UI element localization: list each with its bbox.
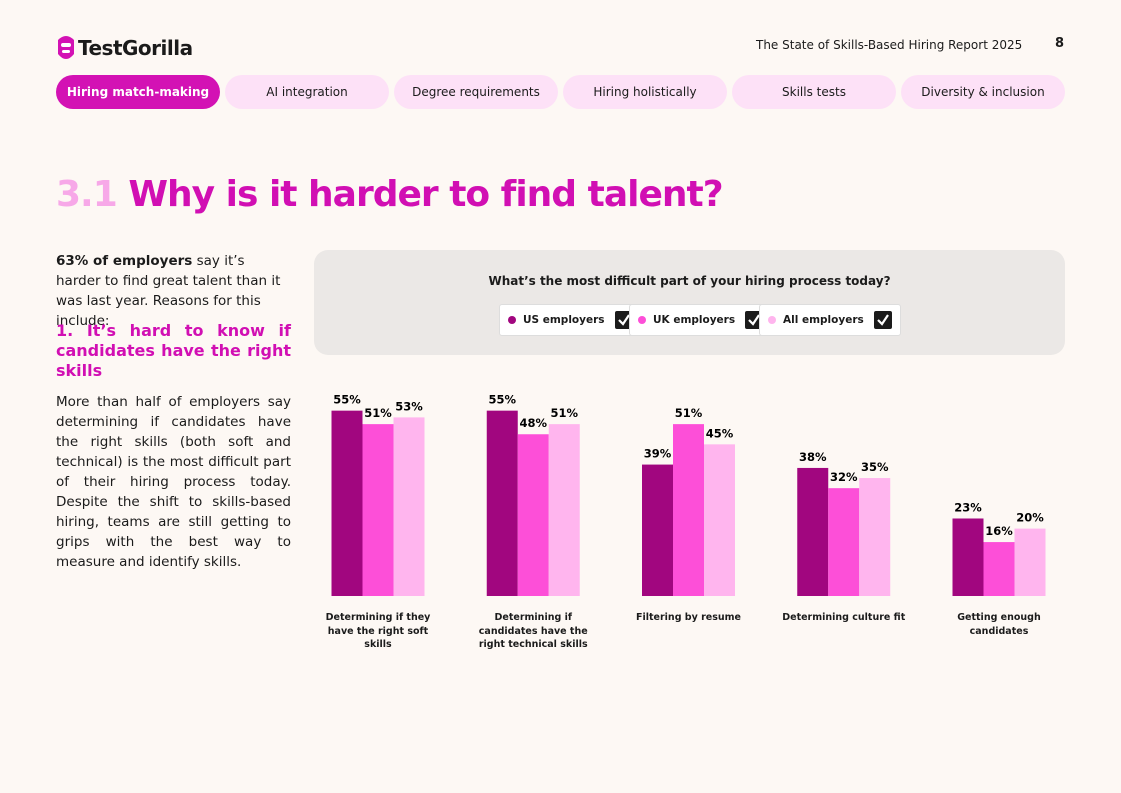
subheading: 1. It’s hard to know if candidates have …	[56, 321, 291, 380]
chart-title: What’s the most difficult part of your h…	[488, 274, 891, 288]
value-label: 55%	[488, 393, 516, 407]
legend-checkbox	[745, 311, 764, 329]
check-icon	[617, 314, 630, 326]
value-label: 51%	[550, 406, 578, 420]
value-label: 45%	[706, 426, 734, 440]
value-label: 35%	[861, 460, 889, 474]
legend-swatch	[508, 316, 516, 324]
x-tick-label: Determining if candidates have the right…	[478, 612, 588, 650]
check-icon	[876, 314, 889, 326]
value-label: 51%	[675, 406, 703, 420]
value-label: 51%	[364, 406, 392, 420]
intro: 63% of employers say it’s harder to find…	[56, 251, 291, 331]
bar	[393, 417, 425, 596]
bar	[642, 464, 673, 596]
tab[interactable]: Skills tests	[732, 75, 896, 109]
legend-item[interactable]: UK employers	[629, 304, 773, 336]
bar	[797, 467, 829, 596]
value-label: 39%	[644, 447, 672, 461]
legend-swatch	[768, 316, 776, 324]
tab[interactable]: Degree requirements	[394, 75, 558, 109]
bar	[1014, 528, 1046, 596]
x-tick-label: Filtering by resume	[636, 612, 741, 623]
page-number: 8	[1055, 36, 1065, 51]
bar	[859, 478, 891, 596]
legend-item[interactable]: US employers	[499, 304, 642, 336]
intro-text: say it’s harder to find great talent tha…	[56, 253, 281, 329]
bar	[952, 518, 984, 596]
bar	[704, 444, 735, 596]
legend-label: All employers	[783, 314, 864, 326]
value-label: 16%	[985, 524, 1013, 538]
bar	[983, 542, 1015, 596]
bar	[517, 434, 549, 596]
intro-bold: 63% of employers	[56, 253, 193, 269]
tab[interactable]: Diversity & inclusion	[901, 75, 1065, 109]
bar	[828, 488, 860, 596]
value-label: 55%	[333, 393, 361, 407]
section-number: 3.1	[56, 174, 118, 215]
bar	[362, 424, 394, 596]
value-label: 48%	[519, 416, 547, 430]
body-text: More than half of employers say determin…	[56, 394, 291, 570]
legend-item[interactable]: All employers	[759, 304, 901, 336]
x-tick-label: Determining culture fit	[782, 612, 906, 623]
value-label: 23%	[954, 500, 982, 514]
bar	[673, 424, 704, 596]
section-heading: 3.1 Why is it harder to find talent?	[56, 174, 724, 215]
legend-checkbox	[614, 311, 633, 329]
tab[interactable]: Hiring match-making	[56, 75, 220, 109]
logo-text: TestGorilla	[78, 36, 193, 60]
logo-icon	[58, 36, 74, 59]
report-title: The State of Skills-Based Hiring Report …	[756, 38, 1023, 52]
bar	[548, 424, 580, 596]
legend-checkbox	[873, 311, 892, 329]
legend-swatch	[638, 316, 646, 324]
chart-header-panel	[314, 250, 1065, 355]
bar	[331, 410, 363, 596]
section-title: Why is it harder to find talent?	[128, 174, 723, 215]
value-label: 20%	[1016, 511, 1044, 525]
x-tick-label: Determining if they have the right soft …	[325, 612, 431, 650]
value-label: 32%	[830, 470, 858, 484]
value-label: 38%	[799, 450, 827, 464]
check-icon	[748, 314, 761, 326]
legend-label: US employers	[523, 314, 605, 326]
legend-label: UK employers	[653, 314, 736, 326]
tab[interactable]: AI integration	[225, 75, 389, 109]
x-tick-label: Getting enough candidates	[957, 612, 1041, 637]
tab[interactable]: Hiring holistically	[563, 75, 727, 109]
bar	[486, 410, 518, 596]
value-label: 53%	[395, 399, 423, 413]
